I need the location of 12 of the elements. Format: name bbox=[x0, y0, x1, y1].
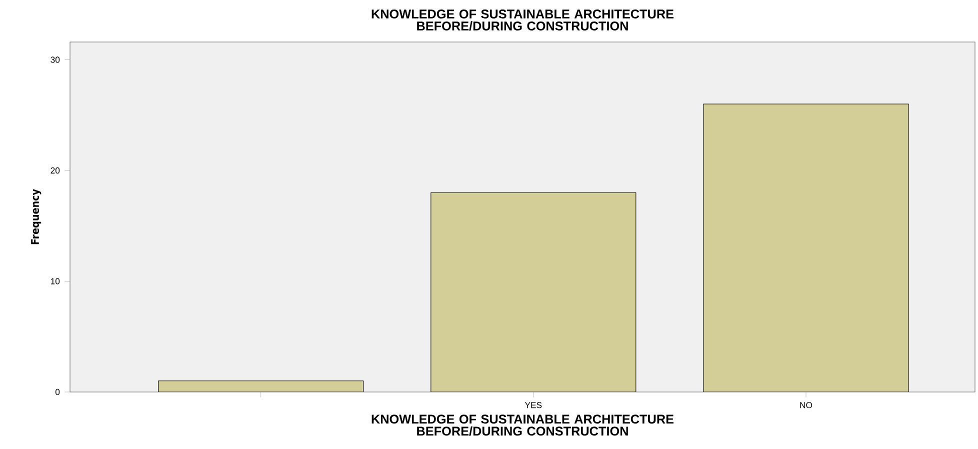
chart-title: KNOWLEDGE OF SUSTAINABLE ARCHITECTURE BEFORE/DURING CONSTRUCTION bbox=[372, 10, 674, 31]
bar bbox=[703, 104, 909, 392]
y-tick-label: 0 bbox=[55, 388, 60, 396]
x-axis-title: KNOWLEDGE OF SUSTAINABLE ARCHITECTURE BEFORE/DURING CONSTRUCTION bbox=[372, 414, 674, 436]
y-tick-label: 10 bbox=[50, 278, 60, 284]
y-tick-label: 20 bbox=[50, 167, 60, 174]
bar bbox=[430, 192, 636, 392]
bar bbox=[158, 380, 364, 392]
x-tick-label: NO bbox=[800, 402, 812, 408]
y-tick-label: 30 bbox=[50, 56, 60, 63]
x-tick-label: YES bbox=[524, 402, 542, 408]
y-axis-title: Frequency bbox=[31, 189, 42, 244]
